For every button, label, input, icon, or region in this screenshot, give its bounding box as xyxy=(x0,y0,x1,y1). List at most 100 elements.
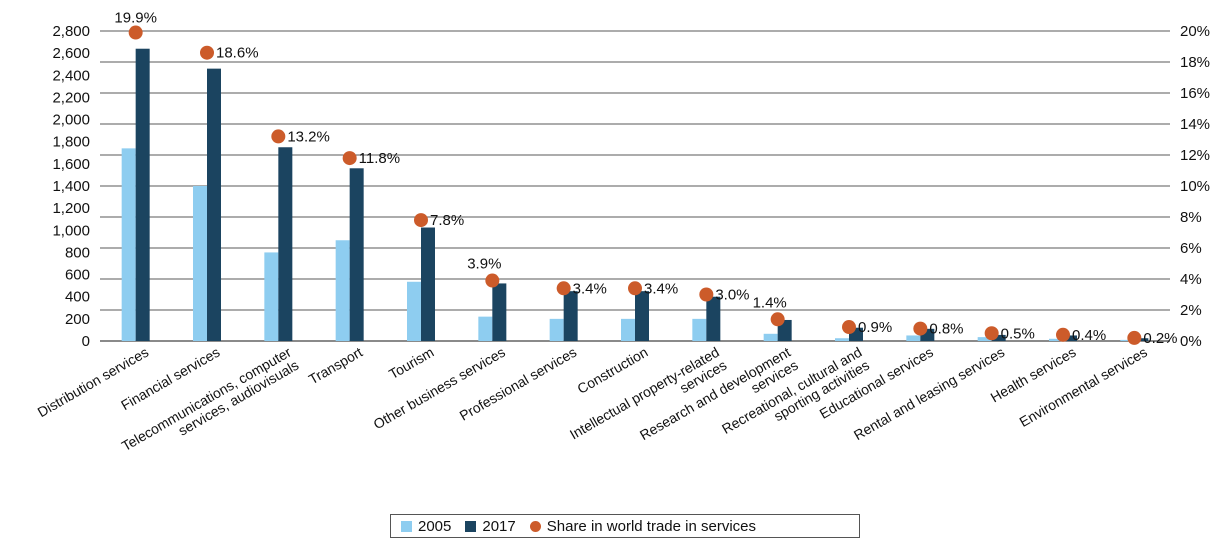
share-label: 1.4% xyxy=(753,294,787,311)
left-tick-label: 2,600 xyxy=(52,45,90,62)
legend-item-share: Share in world trade in services xyxy=(530,518,756,535)
share-label: 0.2% xyxy=(1143,330,1177,347)
right-tick-label: 10% xyxy=(1180,178,1210,195)
right-tick-label: 20% xyxy=(1180,23,1210,40)
right-tick-label: 8% xyxy=(1180,209,1202,226)
category-label-line: Professional services xyxy=(457,344,580,424)
share-point xyxy=(271,129,285,143)
share-point xyxy=(628,281,642,295)
share-point xyxy=(1127,331,1141,345)
share-label: 13.2% xyxy=(287,128,330,145)
category-label-line: Tourism xyxy=(386,344,436,382)
left-tick-label: 1,200 xyxy=(52,200,90,217)
right-tick-label: 14% xyxy=(1180,116,1210,133)
legend-label-share: Share in world trade in services xyxy=(547,518,756,535)
bar-2005 xyxy=(835,338,849,341)
category-label-line: Transport xyxy=(306,344,366,388)
category-label: Transport xyxy=(306,344,366,388)
left-tick-label: 1,400 xyxy=(52,178,90,195)
share-point xyxy=(985,326,999,340)
legend-item-2005: 2005 xyxy=(401,518,451,535)
share-label: 19.9% xyxy=(114,10,157,27)
category-label-line: Environmental services xyxy=(1016,344,1149,430)
legend-swatch-share xyxy=(530,521,541,532)
left-tick-label: 600 xyxy=(65,267,90,284)
left-tick-label: 400 xyxy=(65,289,90,306)
share-point xyxy=(129,26,143,40)
category-label: Professional services xyxy=(457,344,580,424)
right-tick-label: 6% xyxy=(1180,240,1202,257)
legend-swatch-2017 xyxy=(465,521,476,532)
bar-2005 xyxy=(906,335,920,341)
bar-2017 xyxy=(421,228,435,341)
right-tick-label: 16% xyxy=(1180,85,1210,102)
left-tick-label: 1,000 xyxy=(52,222,90,239)
category-label-line: Other business services xyxy=(370,344,507,433)
share-point xyxy=(200,46,214,60)
left-tick-label: 2,200 xyxy=(52,89,90,106)
bar-2017 xyxy=(635,291,649,341)
bar-2017 xyxy=(492,283,506,341)
legend: 2005 2017 Share in world trade in servic… xyxy=(390,514,860,538)
left-tick-label: 2,400 xyxy=(52,67,90,84)
right-tick-label: 18% xyxy=(1180,54,1210,71)
share-label: 3.4% xyxy=(644,280,678,297)
left-tick-label: 2,000 xyxy=(52,112,90,129)
share-point xyxy=(771,312,785,326)
right-tick-label: 2% xyxy=(1180,302,1202,319)
category-label: Environmental services xyxy=(1016,344,1149,430)
bar-2005 xyxy=(621,319,635,341)
legend-label-2017: 2017 xyxy=(482,518,515,535)
share-label: 7.8% xyxy=(430,212,464,229)
share-label: 0.5% xyxy=(1001,325,1035,342)
left-tick-label: 2,800 xyxy=(52,23,90,40)
right-tick-label: 4% xyxy=(1180,271,1202,288)
bar-2005 xyxy=(692,319,706,341)
bar-2005 xyxy=(122,148,136,341)
left-tick-label: 200 xyxy=(65,311,90,328)
bar-2005 xyxy=(550,319,564,341)
bar-2017 xyxy=(136,49,150,341)
right-axis: 0% 2% 4% 6% 8% 10% 12% 14% 16% 18% 20% xyxy=(1180,23,1210,350)
category-label: Other business services xyxy=(370,344,507,433)
right-tick-label: 12% xyxy=(1180,147,1210,164)
category-label: Tourism xyxy=(386,344,436,382)
legend-item-2017: 2017 xyxy=(465,518,515,535)
left-tick-label: 1,800 xyxy=(52,134,90,151)
share-point xyxy=(485,274,499,288)
right-tick-label: 0% xyxy=(1180,333,1202,350)
share-label: 18.6% xyxy=(216,45,259,62)
share-label: 11.8% xyxy=(359,150,400,167)
share-point xyxy=(913,322,927,336)
left-axis: 0 200 400 600 800 1,000 1,200 1,400 1,600 1,800 2,… xyxy=(52,23,90,350)
legend-label-2005: 2005 xyxy=(418,518,451,535)
share-label: 3.4% xyxy=(573,280,607,297)
share-point xyxy=(1056,328,1070,342)
bar-2005 xyxy=(336,240,350,341)
bar-2005 xyxy=(407,282,421,341)
bar-2005 xyxy=(764,334,778,341)
share-label: 3.9% xyxy=(467,256,501,273)
share-point xyxy=(557,281,571,295)
bar-2005 xyxy=(264,252,278,341)
share-point xyxy=(343,151,357,165)
bar-2017 xyxy=(278,147,292,341)
bars xyxy=(122,49,1149,341)
left-tick-label: 800 xyxy=(65,244,90,261)
bar-2017 xyxy=(564,291,578,341)
share-point xyxy=(699,288,713,302)
share-point xyxy=(842,320,856,334)
bar-2017 xyxy=(207,69,221,341)
bar-2005 xyxy=(478,317,492,341)
left-tick-label: 0 xyxy=(82,333,90,350)
share-point xyxy=(414,213,428,227)
left-tick-label: 1,600 xyxy=(52,156,90,173)
share-label: 3.0% xyxy=(715,287,749,304)
bar-2005 xyxy=(193,186,207,341)
share-label: 0.4% xyxy=(1072,327,1106,344)
share-label: 0.8% xyxy=(929,321,963,338)
legend-swatch-2005 xyxy=(401,521,412,532)
share-label: 0.9% xyxy=(858,319,892,336)
